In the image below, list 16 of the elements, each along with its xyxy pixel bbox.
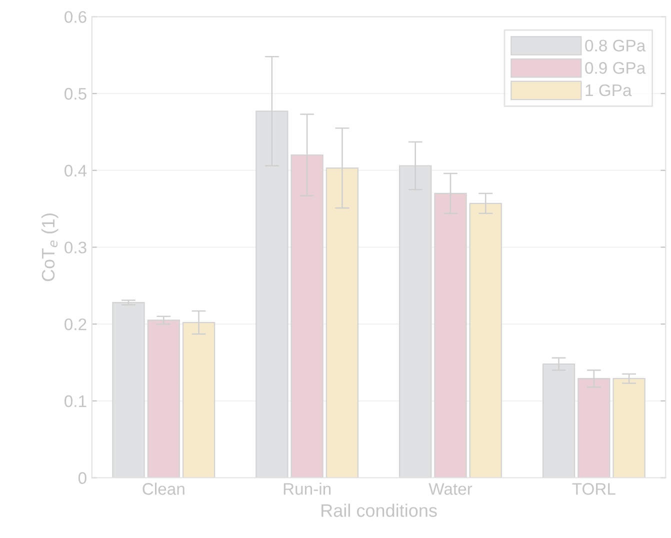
- x-tick-label: Water: [428, 483, 472, 495]
- y-tick-label: 0.2: [64, 318, 86, 330]
- x-axis-title: Rail conditions: [322, 504, 437, 517]
- y-tick-label: 0.5: [64, 88, 86, 100]
- y-tick-label: 0.4: [64, 164, 87, 177]
- y-tick-label: 0: [78, 472, 86, 484]
- y-tick-label: 0.3: [64, 242, 86, 254]
- y-tick-label: 0.1: [64, 395, 86, 408]
- y-axis-title: CoT$_{e}$ (1): [41, 214, 58, 282]
- x-tick-label: TORL: [572, 483, 616, 495]
- y-tick-label: 0.6: [64, 11, 86, 23]
- x-tick-label: Clean: [142, 482, 184, 495]
- legend-label: 0.9 GPa: [585, 62, 646, 74]
- legend-label: 0.8 GPa: [585, 40, 646, 52]
- x-tick-label: Run-in: [284, 482, 331, 495]
- legend-label: 1 GPa: [586, 84, 632, 96]
